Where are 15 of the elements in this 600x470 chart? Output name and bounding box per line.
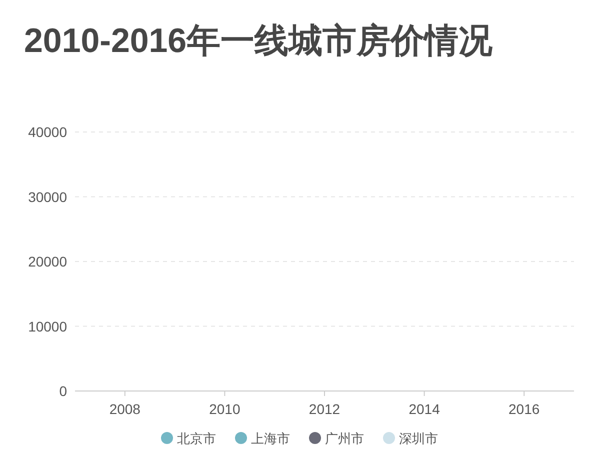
y-tick-label: 0 <box>59 383 68 399</box>
y-tick-label: 10000 <box>28 318 68 334</box>
y-tick-label: 20000 <box>28 254 68 270</box>
x-tick-label: 2014 <box>408 401 440 417</box>
legend-label: 北京市 <box>177 431 216 446</box>
x-tick-label: 2010 <box>209 401 240 417</box>
y-tick-label: 40000 <box>28 124 68 140</box>
legend-label: 上海市 <box>251 431 290 446</box>
x-tick-label: 2012 <box>308 401 340 417</box>
legend-label: 深圳市 <box>399 431 438 446</box>
legend-label: 广州市 <box>325 431 364 446</box>
chart-title: 2010-2016年一线城市房价情况 <box>24 22 494 60</box>
x-tick-label: 2016 <box>508 401 540 417</box>
y-tick-label: 30000 <box>28 188 68 205</box>
x-tick-label: 2008 <box>109 401 141 417</box>
